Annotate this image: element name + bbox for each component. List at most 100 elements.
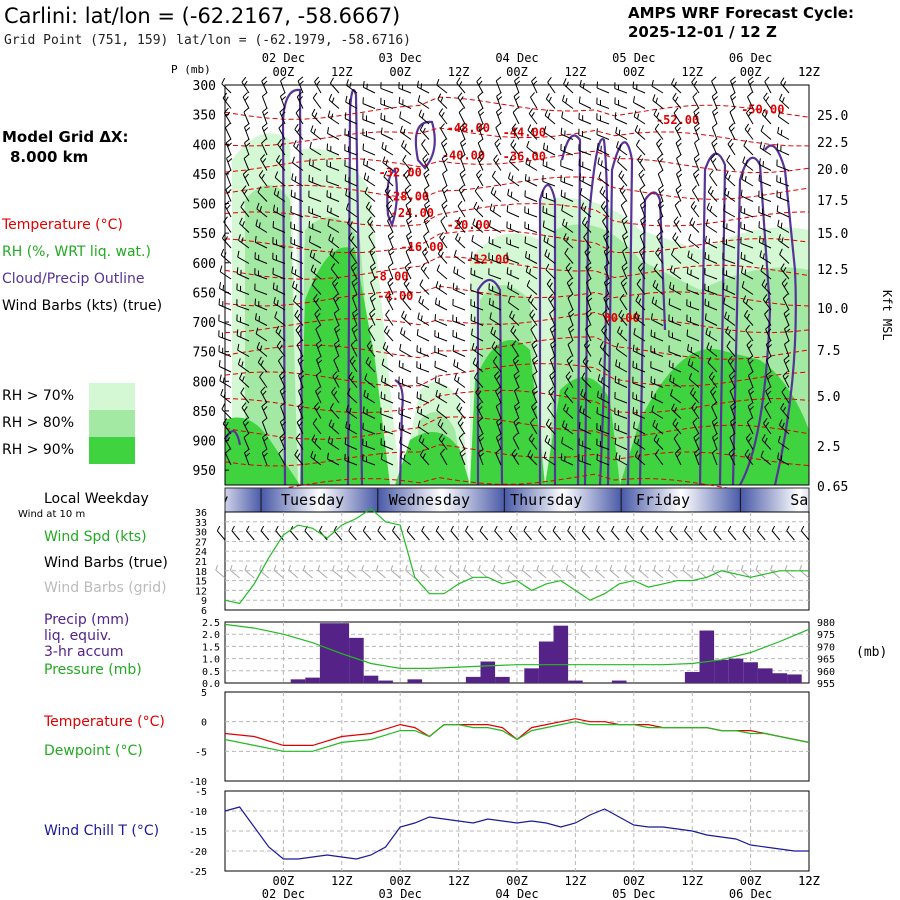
wind-barb (728, 123, 736, 140)
wind-barb (308, 235, 322, 249)
wind-barb (255, 327, 268, 342)
wind-barb (453, 266, 466, 280)
wind-barb (672, 418, 682, 435)
wind-barb (614, 82, 628, 94)
wind-barbs-true-label: Wind Barbs (true) (44, 555, 168, 571)
wind-barb (777, 452, 790, 466)
wind-barb (510, 325, 520, 342)
wind-barb (704, 235, 718, 249)
wind-barb (242, 417, 250, 435)
wind-barb (760, 125, 772, 140)
temperature-contour (224, 444, 810, 467)
temperature-contour-label: -4.00 (377, 289, 413, 303)
wind-barb (457, 200, 466, 218)
wind-barb-grid (302, 565, 313, 579)
wind-barb (279, 386, 286, 404)
wind-barb (650, 313, 664, 326)
wind-barb (241, 402, 250, 419)
wind-barb-true (581, 525, 591, 541)
wind-barb (668, 314, 682, 326)
wind-barb (383, 170, 394, 187)
wind-barb (692, 417, 700, 435)
wind-barb (615, 359, 628, 373)
wind-barb (272, 282, 286, 295)
wind-barb (506, 267, 520, 280)
wind-barb (544, 109, 556, 125)
bottom-hour-label: 12Z (448, 874, 470, 888)
wind-barb (294, 449, 304, 466)
wind-barb (489, 312, 502, 326)
wind-barb (222, 418, 232, 435)
legend-wind-barbs: Wind Barbs (kts) (true) (2, 298, 163, 314)
wind-barb-grid (565, 565, 576, 579)
wind-barb (741, 266, 754, 280)
wind-barb (380, 407, 394, 419)
wind-barb (294, 309, 304, 326)
wind-barb (687, 358, 700, 373)
wind-barb (416, 329, 430, 342)
wind-barb (566, 355, 574, 373)
wind-barb (653, 263, 664, 280)
height-tick-label: 15.0 (817, 227, 848, 242)
wind-chill-line (224, 806, 809, 860)
temperature-contour (224, 285, 810, 307)
wind-barb-grid (697, 565, 708, 579)
precip-tick-label: 1.0 (202, 655, 220, 666)
wind-barb (563, 78, 574, 94)
bottom-hour-label: 00Z (389, 874, 411, 888)
wind-barb (380, 127, 394, 140)
wind-barb (369, 293, 376, 311)
wind-barb (225, 169, 232, 187)
wind-barb (584, 324, 592, 342)
bottom-hour-label: 12Z (331, 874, 353, 888)
wind-barb (597, 157, 610, 171)
wind-barb (363, 389, 376, 404)
wind-barb (455, 233, 466, 249)
cloud-outline (414, 120, 436, 170)
precip-bar (465, 676, 481, 683)
wind-barb (549, 309, 556, 326)
top-date-label: 04 Dec (495, 51, 538, 65)
wind-barb (366, 340, 376, 357)
wind-barb-grid (361, 565, 372, 579)
wind-barb (452, 344, 466, 357)
wind-barb (452, 282, 466, 295)
wind-barb (346, 79, 358, 94)
wind-barb (488, 268, 502, 280)
wind-barb (471, 234, 484, 249)
wind-barb (380, 97, 394, 109)
wind-barb (399, 343, 412, 357)
wind-barb (386, 293, 394, 311)
wind-barb (530, 402, 538, 419)
wind-barb-true (567, 525, 576, 541)
wind-barb (437, 93, 448, 109)
temperature-contour (224, 389, 810, 414)
wind-barb (333, 355, 340, 373)
wind-barb (740, 221, 754, 233)
precip-tick-label: 1.5 (202, 642, 220, 653)
weekday-label: Sa (790, 491, 808, 509)
precip-bar (349, 637, 364, 683)
wind-barb (435, 389, 448, 404)
wind-barb (326, 175, 340, 187)
height-tick-label: 22.5 (817, 136, 848, 151)
precip-bar (290, 679, 306, 683)
wind-barb (578, 112, 592, 125)
wind-barb (385, 309, 394, 326)
pressure-tick-label: 500 (193, 198, 216, 213)
wind-barb (398, 376, 412, 388)
wind-barb (783, 339, 790, 357)
top-hour-label: 00Z (273, 65, 295, 79)
wind-barb (583, 231, 592, 249)
wind-barb (477, 91, 484, 109)
wind-barb (781, 386, 790, 404)
wind-barb (256, 342, 268, 357)
wind-barb-true (450, 525, 459, 541)
wind-barb (564, 387, 574, 404)
wind-barb (726, 154, 736, 171)
wind-barb (416, 80, 430, 94)
wind-barb (456, 77, 466, 94)
height-tick-label: 5.0 (817, 390, 840, 405)
wind-barb (350, 262, 358, 280)
wind-barb (742, 295, 754, 311)
